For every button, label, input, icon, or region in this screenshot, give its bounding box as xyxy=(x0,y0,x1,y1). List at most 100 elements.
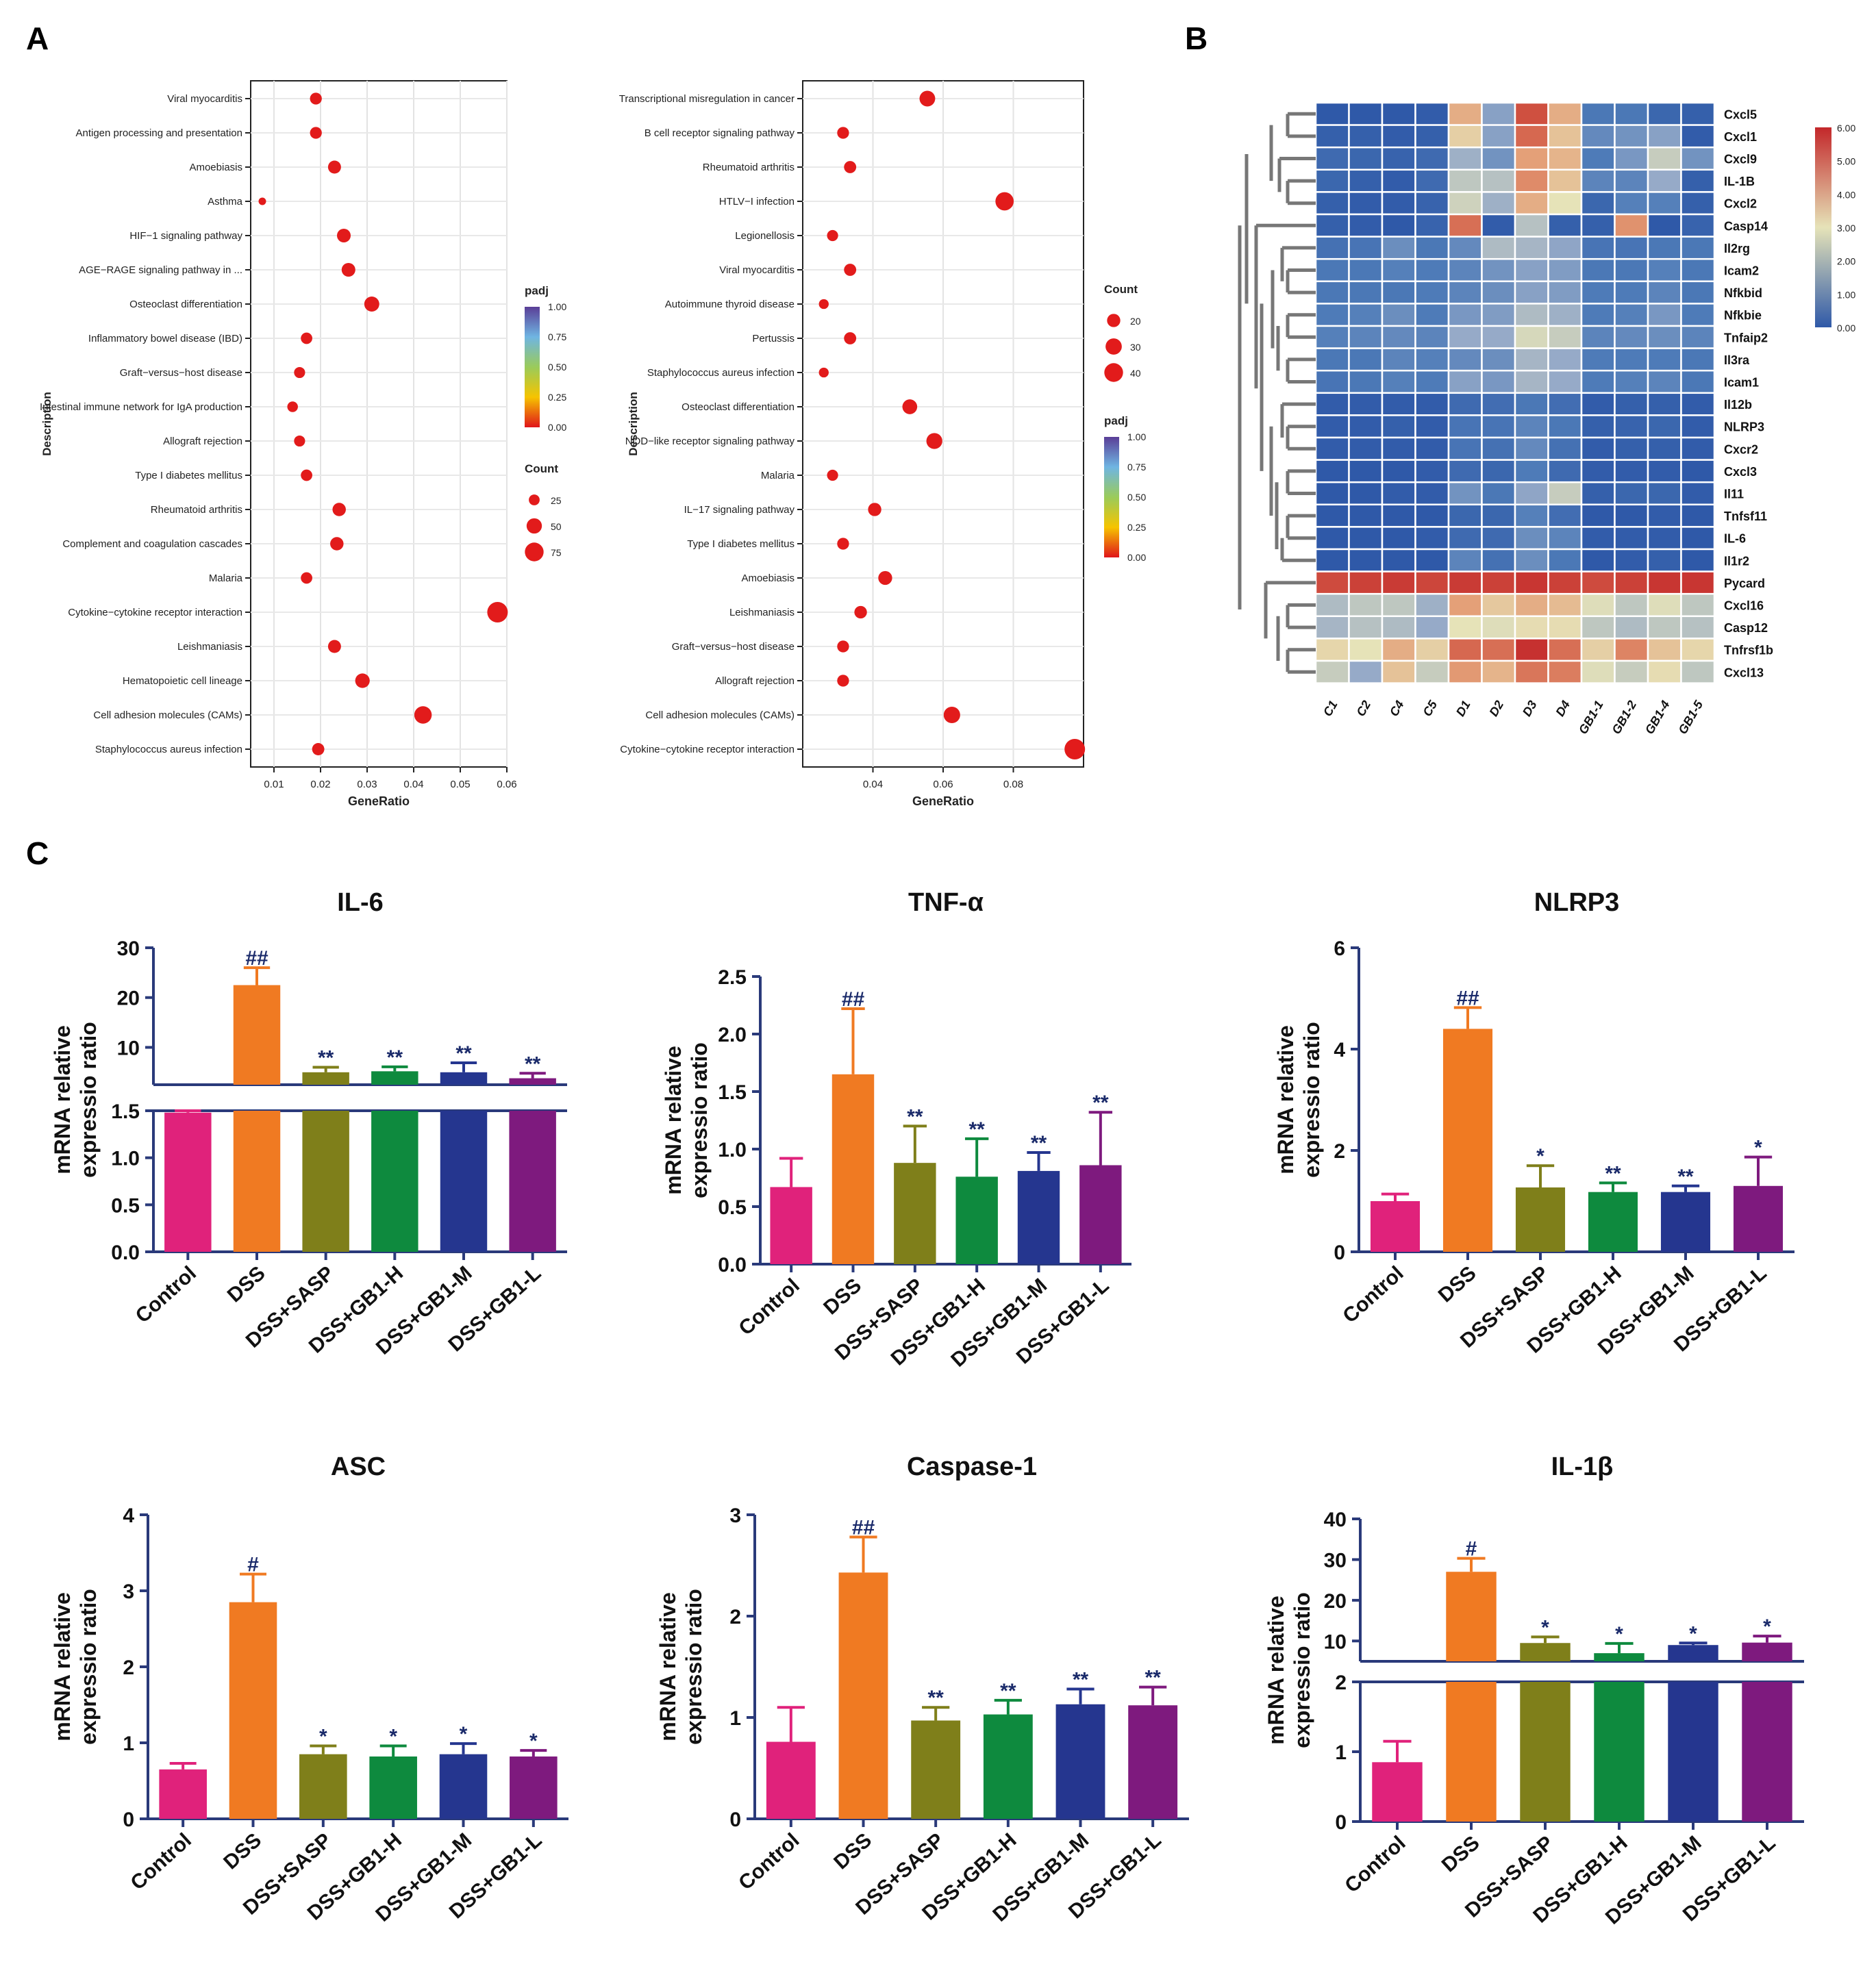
heatmap-cell xyxy=(1348,236,1384,260)
heatmap-cell xyxy=(1614,325,1649,349)
heatmap-cell xyxy=(1514,146,1549,171)
heatmap-cell xyxy=(1381,414,1416,439)
x-tick-label: 0.03 xyxy=(357,779,377,790)
bar xyxy=(233,985,281,1085)
bar xyxy=(302,1111,349,1252)
heatmap-cell xyxy=(1614,548,1649,572)
enrichment-dot xyxy=(310,92,322,105)
heatmap-cell xyxy=(1381,526,1416,551)
bar xyxy=(369,1756,417,1819)
heatmap-cell xyxy=(1514,548,1549,572)
heatmap-cell xyxy=(1414,570,1450,595)
heatmap-cell xyxy=(1580,659,1616,684)
y-axis-label: Description xyxy=(40,392,53,456)
count-legend-title: Count xyxy=(525,462,558,475)
heatmap-cell xyxy=(1680,303,1716,327)
y-axis-label: mRNA relative xyxy=(1273,1025,1298,1174)
heatmap-cell xyxy=(1414,101,1450,126)
term-label: Graft−versus−host disease xyxy=(120,367,242,379)
heatmap-cell xyxy=(1647,615,1682,640)
enrichment-dot xyxy=(330,537,344,551)
heatmap-cell xyxy=(1348,659,1384,684)
heatmap-cell xyxy=(1447,526,1483,551)
heatmap-cell xyxy=(1314,526,1350,551)
term-label: Type I diabetes mellitus xyxy=(135,470,242,481)
barchart-bar_casp1: Caspase-1 mRNA relative expressio ratio 0 1 2… xyxy=(655,1452,1189,1926)
bar xyxy=(233,1111,281,1252)
heatmap-cell xyxy=(1614,414,1649,439)
padj-tick-label: 1.00 xyxy=(548,301,566,312)
heatmap-cell xyxy=(1481,592,1516,618)
heatmap-col-label: GB1-1 xyxy=(1576,698,1606,737)
enrichment-dot xyxy=(844,161,857,173)
bar xyxy=(1594,1653,1644,1661)
bar xyxy=(1588,1192,1638,1252)
bar xyxy=(955,1176,998,1264)
heatmap-cell xyxy=(1680,146,1716,171)
heatmap-cell xyxy=(1447,392,1483,416)
heat-colorbar-tick: 1.00 xyxy=(1837,289,1855,300)
barchart-bar_il6: IL-6 mRNA relative expressio ratio 0.0 0.5 1.… xyxy=(50,888,567,1359)
y-axis-label: mRNA relative xyxy=(661,1046,686,1195)
heatmap-row-label: Cxcl9 xyxy=(1724,153,1757,166)
heatmap-cell xyxy=(1614,257,1649,283)
significance-mark: ** xyxy=(1031,1132,1047,1155)
term-label: AGE−RAGE signaling pathway in ... xyxy=(79,264,242,276)
significance-mark: * xyxy=(1754,1137,1762,1159)
term-label: Hematopoietic cell lineage xyxy=(123,675,242,687)
significance-mark: ** xyxy=(318,1047,334,1070)
heatmap-cell xyxy=(1680,615,1716,640)
y-tick-label: 3 xyxy=(729,1505,741,1527)
bar xyxy=(1055,1704,1105,1819)
term-label: Leishmaniasis xyxy=(729,607,795,618)
heatmap-cell xyxy=(1647,592,1682,618)
heatmap-cell xyxy=(1547,213,1583,238)
x-tick-label: DSS xyxy=(223,1262,270,1307)
enrichment-dot xyxy=(837,127,849,139)
heatmap-cell xyxy=(1514,503,1549,528)
panel-letter-a: A xyxy=(26,21,49,56)
heatmap-cell xyxy=(1680,347,1716,372)
term-label: Viral myocarditis xyxy=(167,93,242,105)
significance-mark: ## xyxy=(852,1517,875,1539)
heatmap-cell xyxy=(1647,347,1682,372)
heatmap-row-label: IL-6 xyxy=(1724,532,1746,546)
heatmap-cell xyxy=(1514,124,1549,149)
term-label: Osteoclast differentiation xyxy=(129,299,242,310)
enrichment-dot xyxy=(868,503,881,516)
heatmap-cell xyxy=(1680,436,1716,461)
heatmap-cell xyxy=(1447,213,1483,238)
heatmap-cell xyxy=(1314,213,1350,238)
count-legend-title: Count xyxy=(1104,283,1138,296)
heatmap-cell xyxy=(1514,369,1549,394)
heat-colorbar-tick: 3.00 xyxy=(1837,223,1855,234)
heatmap-cell xyxy=(1447,347,1483,372)
significance-mark: ** xyxy=(1092,1092,1109,1114)
x-tick-label: 0.06 xyxy=(933,779,953,790)
padj-tick-label: 0.00 xyxy=(548,422,566,433)
heatmap-cell xyxy=(1481,325,1516,349)
heatmap-cell xyxy=(1314,369,1350,394)
heatmap-cell xyxy=(1381,347,1416,372)
enrichment-dot xyxy=(341,263,355,277)
enrichment-dot xyxy=(926,433,942,449)
enrichment-dot xyxy=(902,399,918,414)
count-legend: Count 20 30 40 xyxy=(1104,283,1141,382)
x-tick-label: 0.04 xyxy=(403,779,423,790)
y-tick-label: 6 xyxy=(1334,937,1345,960)
heatmap-cell xyxy=(1547,146,1583,171)
term-label: Cytokine−cytokine receptor interaction xyxy=(68,607,242,618)
heatmap-cell xyxy=(1381,481,1416,506)
term-label: NOD−like receptor signaling pathway xyxy=(625,436,795,447)
y-tick-label: 4 xyxy=(123,1505,134,1527)
count-legend-dot xyxy=(1107,314,1121,327)
y-tick-label: 1.0 xyxy=(111,1148,140,1170)
padj-tick-label: 1.00 xyxy=(1127,431,1146,442)
heatmap-cell xyxy=(1514,191,1549,216)
heatmap-cell xyxy=(1414,325,1450,349)
heatmap-cell xyxy=(1514,257,1549,283)
heatmap-cell xyxy=(1614,503,1649,528)
heatmap-cell xyxy=(1547,124,1583,149)
heatmap-cell xyxy=(1447,615,1483,640)
significance-mark: ** xyxy=(387,1046,403,1069)
